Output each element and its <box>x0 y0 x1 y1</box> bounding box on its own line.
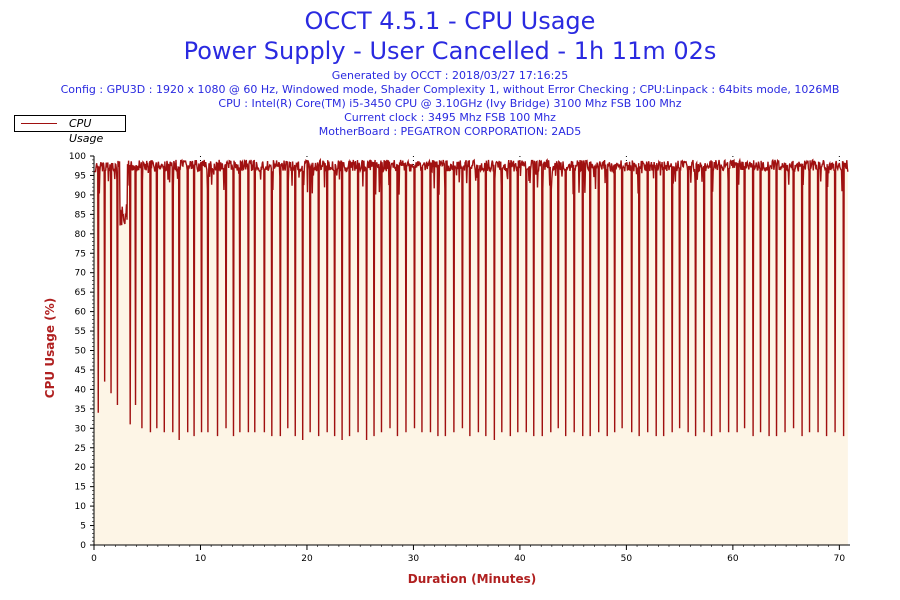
chart-title: OCCT 4.5.1 - CPU Usage <box>304 7 596 35</box>
y-tick-label: 0 <box>80 541 86 551</box>
chart-subtitle: Power Supply - User Cancelled - 1h 11m 0… <box>183 37 717 65</box>
info-motherboard: MotherBoard : PEGATRON CORPORATION: 2AD5 <box>318 125 582 138</box>
y-tick-label: 10 <box>75 502 87 512</box>
y-tick-label: 100 <box>69 152 86 162</box>
y-tick-label: 60 <box>75 308 87 318</box>
y-tick-label: 75 <box>75 249 86 259</box>
info-cpu: CPU : Intel(R) Core(TM) i5-3450 CPU @ 3.… <box>218 97 682 110</box>
x-tick-label: 30 <box>408 554 420 564</box>
info-generated: Generated by OCCT : 2018/03/27 17:16:25 <box>331 69 569 82</box>
x-axis-title: Duration (Minutes) <box>408 572 536 586</box>
y-tick-label: 95 <box>75 171 86 181</box>
x-tick-label: 40 <box>514 554 526 564</box>
y-tick-label: 70 <box>75 269 87 279</box>
y-tick-label: 65 <box>75 288 86 298</box>
x-tick-label: 60 <box>727 554 739 564</box>
y-tick-label: 50 <box>75 347 87 357</box>
x-tick-label: 20 <box>301 554 313 564</box>
y-tick-label: 30 <box>75 424 87 434</box>
y-tick-label: 40 <box>75 385 87 395</box>
y-tick-label: 45 <box>75 366 86 376</box>
legend-label: CPU Usage <box>69 117 104 145</box>
x-tick-label: 0 <box>91 554 97 564</box>
y-tick-label: 55 <box>75 327 86 337</box>
x-tick-label: 70 <box>834 554 846 564</box>
y-tick-label: 35 <box>75 405 86 415</box>
info-current-clock: Current clock : 3495 Mhz FSB 100 Mhz <box>344 111 556 124</box>
chart-legend: CPU Usage <box>14 115 126 145</box>
series-area-fill <box>94 159 848 545</box>
y-tick-label: 15 <box>75 483 86 493</box>
y-tick-label: 5 <box>80 522 86 532</box>
y-tick-label: 20 <box>75 463 87 473</box>
legend-swatch <box>21 123 57 124</box>
info-config: Config : GPU3D : 1920 x 1080 @ 60 Hz, Wi… <box>60 83 840 96</box>
series-line-cpu-usage <box>94 157 849 440</box>
y-tick-label: 25 <box>75 444 86 454</box>
y-tick-label: 85 <box>75 210 86 220</box>
y-tick-label: 80 <box>75 230 87 240</box>
y-axis-title: CPU Usage (%) <box>43 298 57 398</box>
x-tick-label: 50 <box>621 554 633 564</box>
y-tick-label: 90 <box>75 191 87 201</box>
x-tick-label: 10 <box>195 554 207 564</box>
